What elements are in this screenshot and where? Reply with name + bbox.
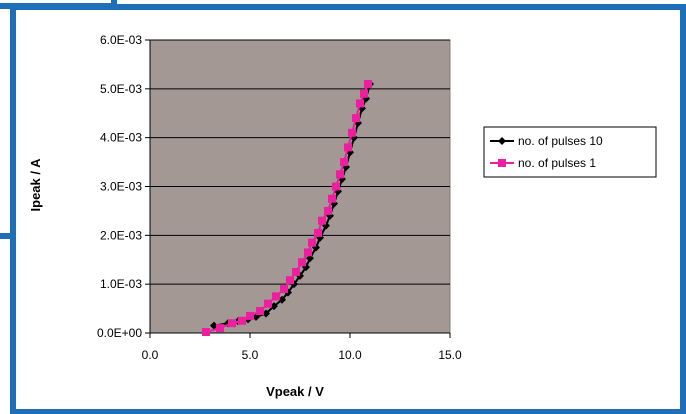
data-point-2 (360, 89, 368, 98)
data-point-2 (228, 319, 236, 328)
data-point-2 (344, 143, 352, 152)
y-tick-label: 2.0E-03 (100, 228, 142, 242)
data-point-2 (356, 99, 364, 108)
x-tick-label: 5.0 (242, 348, 259, 362)
legend-label-1: no. of pulses 10 (518, 134, 603, 148)
data-point-2 (352, 114, 360, 123)
y-tick-label: 1.0E-03 (100, 277, 142, 291)
data-point-2 (256, 307, 264, 316)
x-tick-label: 10.0 (338, 348, 362, 362)
data-point-2 (238, 316, 246, 325)
data-point-2 (318, 216, 326, 225)
data-point-2 (292, 267, 300, 276)
y-tick-label: 4.0E-03 (100, 131, 142, 145)
data-point-2 (308, 238, 316, 247)
data-point-2 (264, 299, 272, 308)
x-axis-title: Vpeak / V (266, 384, 324, 399)
y-tick-label: 6.0E-03 (100, 33, 142, 47)
data-point-2 (246, 311, 254, 320)
x-tick-label: 15.0 (438, 348, 462, 362)
x-tick-label: 0.0 (142, 348, 159, 362)
data-point-2 (298, 258, 306, 267)
y-axis-title: Ipeak / A (28, 158, 43, 212)
data-point-2 (272, 292, 280, 301)
y-tick-label: 5.0E-03 (100, 82, 142, 96)
y-tick-label: 0.0E+00 (97, 326, 142, 340)
data-point-2 (314, 228, 322, 237)
legend-marker-1 (498, 137, 506, 145)
data-point-2 (324, 206, 332, 215)
frame-border (10, 4, 686, 414)
data-point-2 (216, 324, 224, 333)
data-point-2 (202, 328, 210, 337)
legend-label-2: no. of pulses 1 (518, 156, 596, 170)
data-point-2 (286, 276, 294, 285)
legend-marker-2 (498, 159, 506, 167)
data-point-2 (336, 170, 344, 179)
data-point-2 (332, 182, 340, 191)
data-point-2 (340, 158, 348, 167)
y-tick-label: 3.0E-03 (100, 180, 142, 194)
legend-box (483, 126, 657, 178)
data-point-2 (280, 285, 288, 294)
data-point-2 (328, 194, 336, 203)
data-point-2 (304, 248, 312, 257)
data-point-2 (348, 128, 356, 137)
data-point-2 (364, 79, 372, 88)
